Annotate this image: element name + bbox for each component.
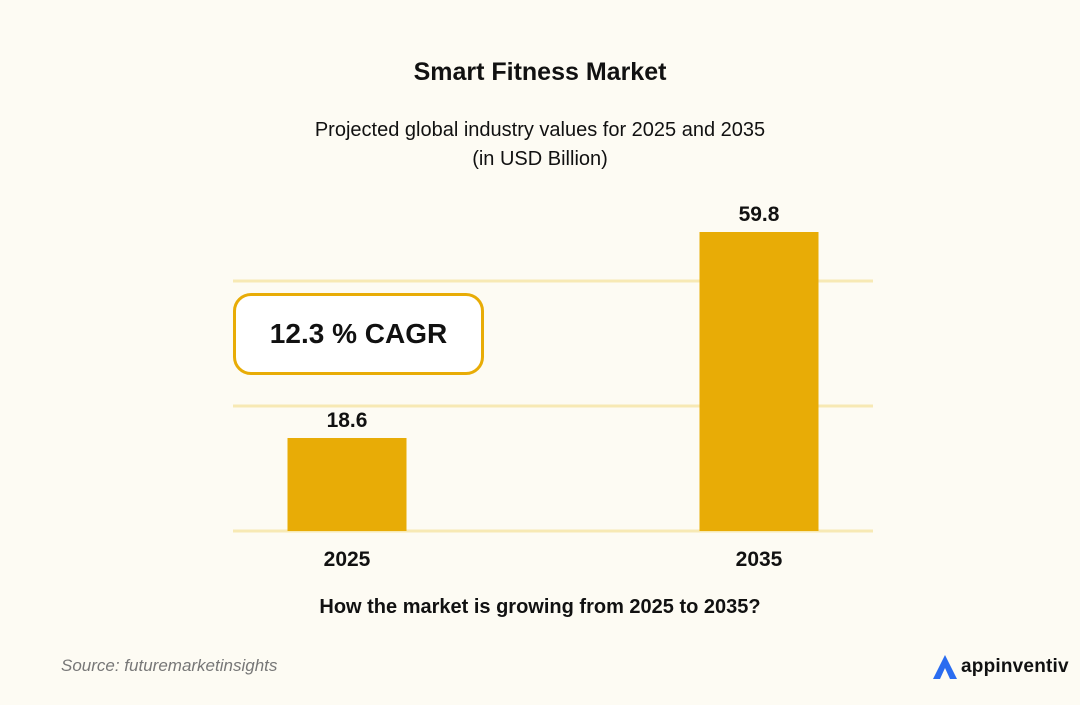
subtitle-line-1: Projected global industry values for 202… <box>314 119 766 141</box>
brand-a-icon <box>933 655 957 679</box>
bar-2035 <box>699 232 819 531</box>
data-label-2035: 59.8 <box>739 203 780 226</box>
x-tick-2035: 2035 <box>736 548 783 571</box>
data-label-2025: 18.6 <box>327 409 368 432</box>
chart-question: How the market is growing from 2025 to 2… <box>319 596 761 618</box>
bar-2025 <box>287 438 407 531</box>
x-tick-2025: 2025 <box>324 548 371 571</box>
source-note: Source: futuremarketinsights <box>61 656 278 675</box>
chart-subtitle: Projected global industry values for 202… <box>0 116 1080 174</box>
brand-name: appinventiv <box>961 656 1069 677</box>
brand-logo: appinventiv <box>932 652 1069 682</box>
subtitle-line-2: (in USD Billion) <box>472 148 608 170</box>
cagr-badge: 12.3 % CAGR <box>233 293 484 375</box>
chart-title: Smart Fitness Market <box>413 58 667 86</box>
